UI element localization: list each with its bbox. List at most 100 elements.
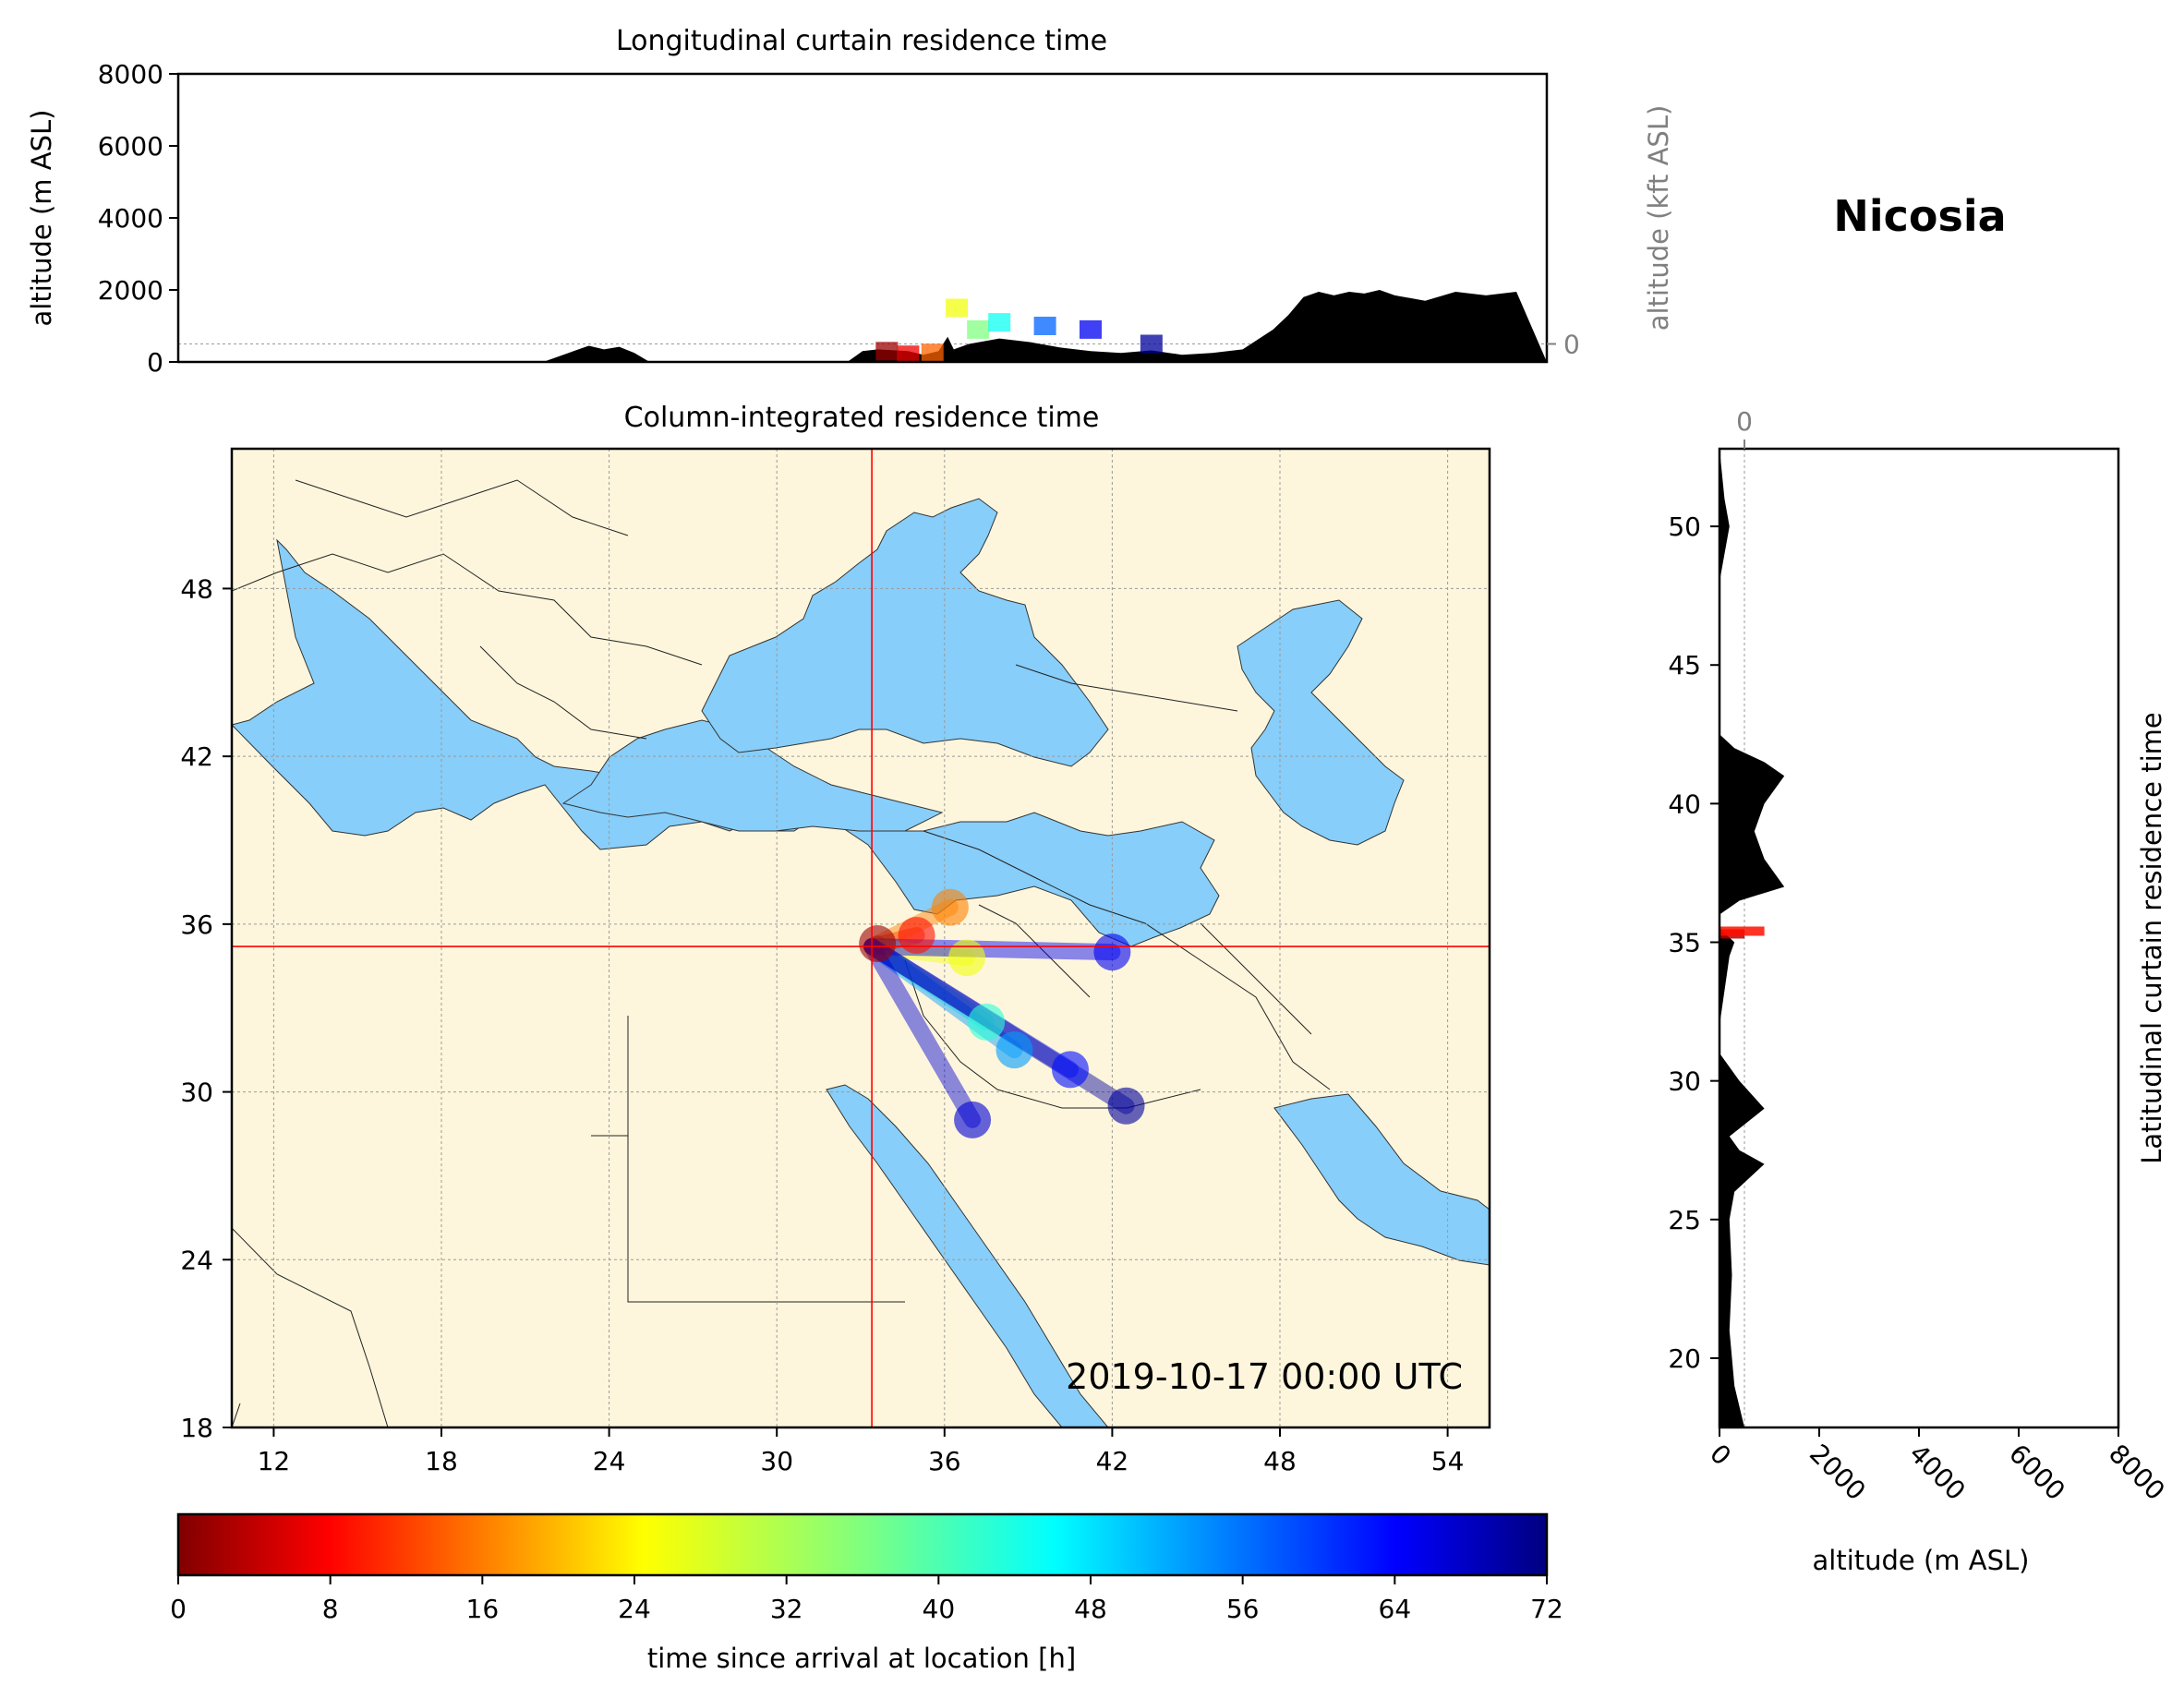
top-ylabel-right: altitude (kft ASL) <box>1643 105 1674 331</box>
map-y-tick-label: 30 <box>180 1078 213 1108</box>
top-terrain-area <box>178 290 1547 362</box>
right-y-tick-label: 45 <box>1668 650 1701 680</box>
right-x-axis-bottom: 0 2000 4000 6000 8000 <box>1704 1427 2171 1506</box>
map-x-tick-label: 36 <box>928 1446 961 1476</box>
map-y-tick-label: 48 <box>180 573 213 604</box>
top-left-tick-label: 6000 <box>98 131 163 162</box>
top-left-tick-label: 8000 <box>98 59 163 90</box>
top-plume-mark <box>921 343 944 362</box>
map-x-tick-label: 54 <box>1431 1446 1465 1476</box>
top-panel: Longitudinal curtain residence time 0 200… <box>26 25 1674 378</box>
right-y-axis: 20 25 30 35 40 45 50 <box>1668 512 1719 1374</box>
colorbar-tick-label: 8 <box>322 1594 339 1624</box>
plume-track <box>863 938 1079 1078</box>
station-name: Nicosia <box>1833 191 2006 241</box>
colorbar-tick-label: 72 <box>1530 1594 1563 1624</box>
persian-gulf <box>1273 1093 1490 1266</box>
plume-point <box>898 916 935 954</box>
right-xlabel: altitude (m ASL) <box>1813 1545 2030 1576</box>
right-terrain-area <box>1719 449 1785 1427</box>
right-x-tick-label: 6000 <box>2003 1439 2071 1507</box>
right-x-tick-label: 8000 <box>2103 1439 2171 1507</box>
map-x-tick-label: 24 <box>593 1446 626 1476</box>
right-y-tick-label: 35 <box>1668 928 1701 958</box>
aegean-sea <box>561 719 944 832</box>
top-panel-title: Longitudinal curtain residence time <box>616 25 1107 57</box>
right-x-top-tick-label: 0 <box>1736 406 1753 437</box>
top-right-tick-label: 0 <box>1563 330 1580 360</box>
top-plume-mark <box>1080 319 1102 339</box>
plume-point <box>948 939 986 977</box>
right-plume-mark <box>1719 926 1765 936</box>
map-gridlines <box>232 449 1490 1427</box>
plume-track <box>863 938 982 1128</box>
caspian-sea <box>1237 599 1405 846</box>
plume-point <box>859 925 897 963</box>
map-y-tick-label: 24 <box>180 1245 213 1275</box>
top-plume-mark <box>967 319 990 339</box>
map-y-axis: 18 24 30 36 42 48 <box>180 573 232 1443</box>
map-y-tick-label: 42 <box>180 741 213 772</box>
plume-track <box>863 938 995 1030</box>
map-panel: Column-integrated residence time <box>180 402 1491 1476</box>
plume-point <box>1107 1087 1145 1125</box>
colorbar-tick-label: 64 <box>1379 1594 1412 1624</box>
top-plume-mark <box>897 345 920 362</box>
plume-point <box>1052 1051 1089 1089</box>
map-frame <box>230 447 1491 1429</box>
colorbar-tick-label: 32 <box>770 1594 803 1624</box>
mediterranean-sea <box>232 538 1220 947</box>
map-x-tick-label: 18 <box>425 1446 458 1476</box>
right-plot-area <box>1719 449 1785 1427</box>
colorbar-tick-label: 48 <box>1074 1594 1107 1624</box>
map-x-tick-label: 48 <box>1263 1446 1297 1476</box>
right-x-axis-top: 050100 <box>1736 406 1753 449</box>
right-y-tick-label: 40 <box>1668 789 1701 819</box>
right-x-tick-label: 2000 <box>1804 1439 1872 1507</box>
map-x-axis: 12 18 24 30 36 42 48 54 <box>258 1427 1465 1476</box>
colorbar-label: time since arrival at location [h] <box>647 1643 1076 1674</box>
map-x-tick-label: 42 <box>1096 1446 1129 1476</box>
top-left-axis: 0 2000 4000 6000 8000 <box>98 59 178 378</box>
top-plume-mark <box>1140 334 1163 354</box>
top-plume-mark <box>946 298 969 318</box>
top-plume-mark <box>988 313 1011 332</box>
plume-point <box>995 1031 1033 1069</box>
map-panel-title: Column-integrated residence time <box>624 402 1100 434</box>
black-sea <box>701 498 1109 767</box>
plume-point <box>968 1003 1006 1041</box>
top-right-axis: 050100 <box>1547 330 1580 360</box>
map-x-tick-label: 30 <box>760 1446 793 1476</box>
top-left-tick-label: 0 <box>147 347 163 378</box>
colorbar-tick-label: 40 <box>923 1594 956 1624</box>
top-plume-mark <box>1033 317 1056 335</box>
top-plume-mark <box>875 342 899 361</box>
right-y-tick-label: 50 <box>1668 512 1701 542</box>
top-plot-area <box>178 290 1547 362</box>
plume-point <box>931 888 969 926</box>
top-ylabel-left: altitude (m ASL) <box>26 110 57 327</box>
plume-point <box>954 1101 992 1138</box>
colorbar: 0 8 16 24 32 40 48 56 64 72 time since arrival at… <box>170 1512 1563 1674</box>
top-left-tick-label: 4000 <box>98 203 163 234</box>
right-y-tick-label: 20 <box>1668 1343 1701 1374</box>
map-y-tick-label: 36 <box>180 909 213 940</box>
timestamp: 2019-10-17 00:00 UTC <box>1066 1356 1463 1397</box>
right-panel-frame <box>1718 447 2120 1429</box>
map-y-tick-label: 18 <box>180 1413 213 1443</box>
colorbar-tick-label: 16 <box>466 1594 500 1624</box>
right-x-tick-label: 0 <box>1704 1439 1737 1472</box>
right-ylabel: Latitudinal curtain residence time <box>2136 712 2167 1164</box>
country-borders <box>232 479 1331 1427</box>
map-x-tick-label: 12 <box>258 1446 291 1476</box>
right-y-tick-label: 30 <box>1668 1066 1701 1097</box>
right-x-tick-label: 4000 <box>1903 1439 1972 1507</box>
trajectory-plume <box>859 888 1145 1138</box>
top-left-tick-label: 2000 <box>98 275 163 306</box>
colorbar-tick-label: 56 <box>1226 1594 1260 1624</box>
plume-point <box>1093 933 1131 971</box>
sea-areas <box>232 498 1490 1427</box>
colorbar-bar <box>176 1512 1549 1577</box>
